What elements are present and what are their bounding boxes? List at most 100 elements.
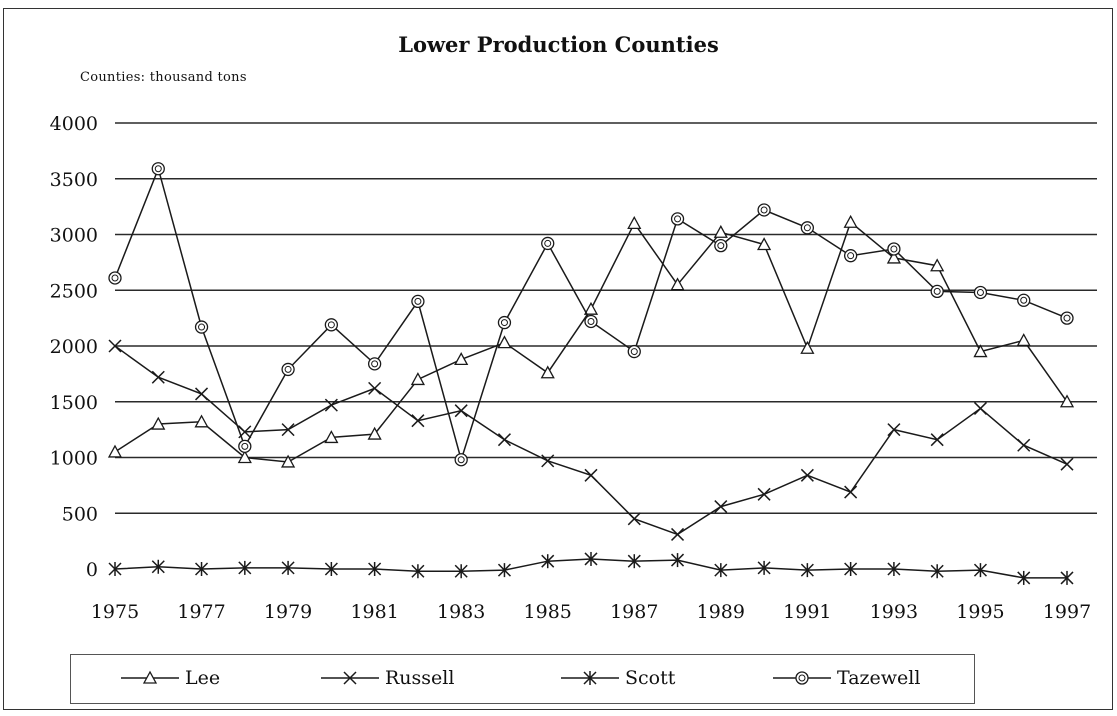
legend-marker-lee bbox=[142, 670, 158, 684]
data-point-russell bbox=[930, 433, 944, 447]
data-point-tazewell bbox=[670, 212, 685, 226]
data-point-scott bbox=[108, 562, 122, 576]
x-tick-label: 1979 bbox=[264, 601, 312, 623]
data-point-russell bbox=[411, 414, 425, 428]
series-russell bbox=[108, 339, 1074, 541]
data-point-russell bbox=[281, 423, 295, 437]
data-point-tazewell bbox=[411, 294, 425, 309]
legend-marker-scott bbox=[583, 671, 597, 685]
series-lee bbox=[107, 214, 1075, 468]
y-tick-label: 3500 bbox=[50, 169, 98, 191]
legend-label-scott: Scott bbox=[625, 667, 676, 689]
data-point-russell bbox=[671, 527, 685, 541]
x-tick-label: 1987 bbox=[610, 601, 658, 623]
x-tick-label: 1975 bbox=[91, 601, 139, 623]
data-point-scott bbox=[887, 562, 901, 576]
series-line-lee bbox=[114, 220, 1068, 463]
data-point-tazewell bbox=[497, 315, 512, 330]
data-point-tazewell bbox=[843, 249, 858, 263]
data-point-lee bbox=[713, 224, 728, 238]
data-point-scott bbox=[238, 560, 252, 575]
data-point-lee bbox=[886, 250, 902, 264]
data-point-lee bbox=[627, 215, 642, 230]
data-point-russell bbox=[800, 468, 814, 482]
data-point-lee bbox=[930, 258, 945, 272]
data-point-tazewell bbox=[238, 439, 252, 454]
data-point-lee bbox=[497, 335, 512, 349]
data-point-tazewell bbox=[151, 162, 165, 176]
y-tick-label: 500 bbox=[62, 503, 98, 525]
data-point-russell bbox=[541, 454, 555, 468]
y-tick-label: 1500 bbox=[50, 392, 98, 414]
legend-item-lee: Lee bbox=[119, 663, 220, 693]
data-point-scott bbox=[1017, 570, 1031, 585]
data-point-lee bbox=[540, 365, 555, 379]
data-point-lee bbox=[1016, 333, 1031, 347]
legend-marker-tazewell bbox=[795, 671, 809, 685]
data-point-tazewell bbox=[281, 362, 295, 377]
x-tick-label: 1989 bbox=[697, 601, 745, 623]
data-point-lee bbox=[324, 430, 339, 444]
data-point-tazewell bbox=[108, 271, 122, 285]
data-point-russell bbox=[627, 512, 641, 526]
data-point-russell bbox=[497, 433, 511, 447]
legend-swatch-russell bbox=[321, 671, 379, 685]
legend-item-tazewell: Tazewell bbox=[771, 663, 920, 693]
y-tick-label: 3000 bbox=[50, 225, 98, 247]
data-point-lee bbox=[973, 344, 988, 358]
data-point-russell bbox=[844, 485, 858, 499]
y-tick-label: 2500 bbox=[50, 280, 98, 302]
x-tick-label: 1993 bbox=[870, 601, 918, 623]
x-tick-label: 1997 bbox=[1043, 601, 1091, 623]
data-point-tazewell bbox=[541, 236, 555, 251]
data-point-scott bbox=[973, 563, 987, 578]
data-point-tazewell bbox=[973, 285, 988, 300]
data-point-lee bbox=[800, 340, 815, 354]
data-point-scott bbox=[324, 562, 338, 576]
data-point-scott bbox=[844, 562, 858, 576]
data-point-scott bbox=[671, 553, 685, 568]
data-point-lee bbox=[151, 416, 166, 430]
y-axis-ticks: 0 500 1000 1500 2000 2500 3000 3500 4000 bbox=[50, 113, 98, 581]
data-point-scott bbox=[195, 562, 209, 576]
legend-marker-russell bbox=[343, 671, 357, 685]
data-point-tazewell bbox=[757, 203, 771, 217]
data-point-lee bbox=[107, 444, 123, 458]
legend-swatch-tazewell bbox=[773, 671, 831, 685]
data-point-lee bbox=[237, 450, 252, 464]
legend-swatch-scott bbox=[561, 671, 619, 685]
data-point-russell bbox=[108, 339, 122, 353]
data-point-tazewell bbox=[930, 284, 944, 299]
data-point-russell bbox=[454, 404, 468, 418]
data-point-scott bbox=[497, 563, 511, 578]
data-point-tazewell bbox=[194, 320, 209, 334]
data-point-lee bbox=[367, 426, 382, 440]
data-point-russell bbox=[1060, 457, 1074, 471]
data-point-lee bbox=[843, 214, 858, 228]
x-tick-label: 1983 bbox=[437, 601, 485, 623]
series-tazewell bbox=[108, 162, 1074, 467]
x-axis-ticks: 1975 1977 1979 1981 1983 1985 1987 1989 1991 1993… bbox=[91, 601, 1091, 623]
data-point-tazewell bbox=[800, 221, 815, 235]
data-point-scott bbox=[757, 560, 771, 575]
data-point-lee bbox=[583, 301, 599, 315]
x-tick-label: 1991 bbox=[783, 601, 831, 623]
data-point-russell bbox=[151, 370, 165, 384]
data-point-tazewell bbox=[584, 314, 598, 329]
series-scott bbox=[108, 551, 1074, 585]
data-point-scott bbox=[930, 564, 944, 579]
chart-title: Lower Production Counties bbox=[398, 32, 719, 57]
data-point-lee bbox=[756, 237, 772, 251]
y-tick-label: 4000 bbox=[50, 113, 98, 135]
data-point-scott bbox=[368, 562, 382, 576]
data-point-scott bbox=[584, 551, 598, 566]
y-tick-label: 2000 bbox=[50, 336, 98, 358]
data-point-lee bbox=[280, 454, 296, 468]
data-point-russell bbox=[324, 398, 338, 412]
gridlines bbox=[115, 122, 1097, 515]
legend-label-lee: Lee bbox=[185, 667, 221, 689]
legend: Lee Russell Scott Tazewell bbox=[70, 654, 975, 704]
data-point-russell bbox=[584, 468, 598, 482]
data-point-tazewell bbox=[1060, 311, 1074, 325]
